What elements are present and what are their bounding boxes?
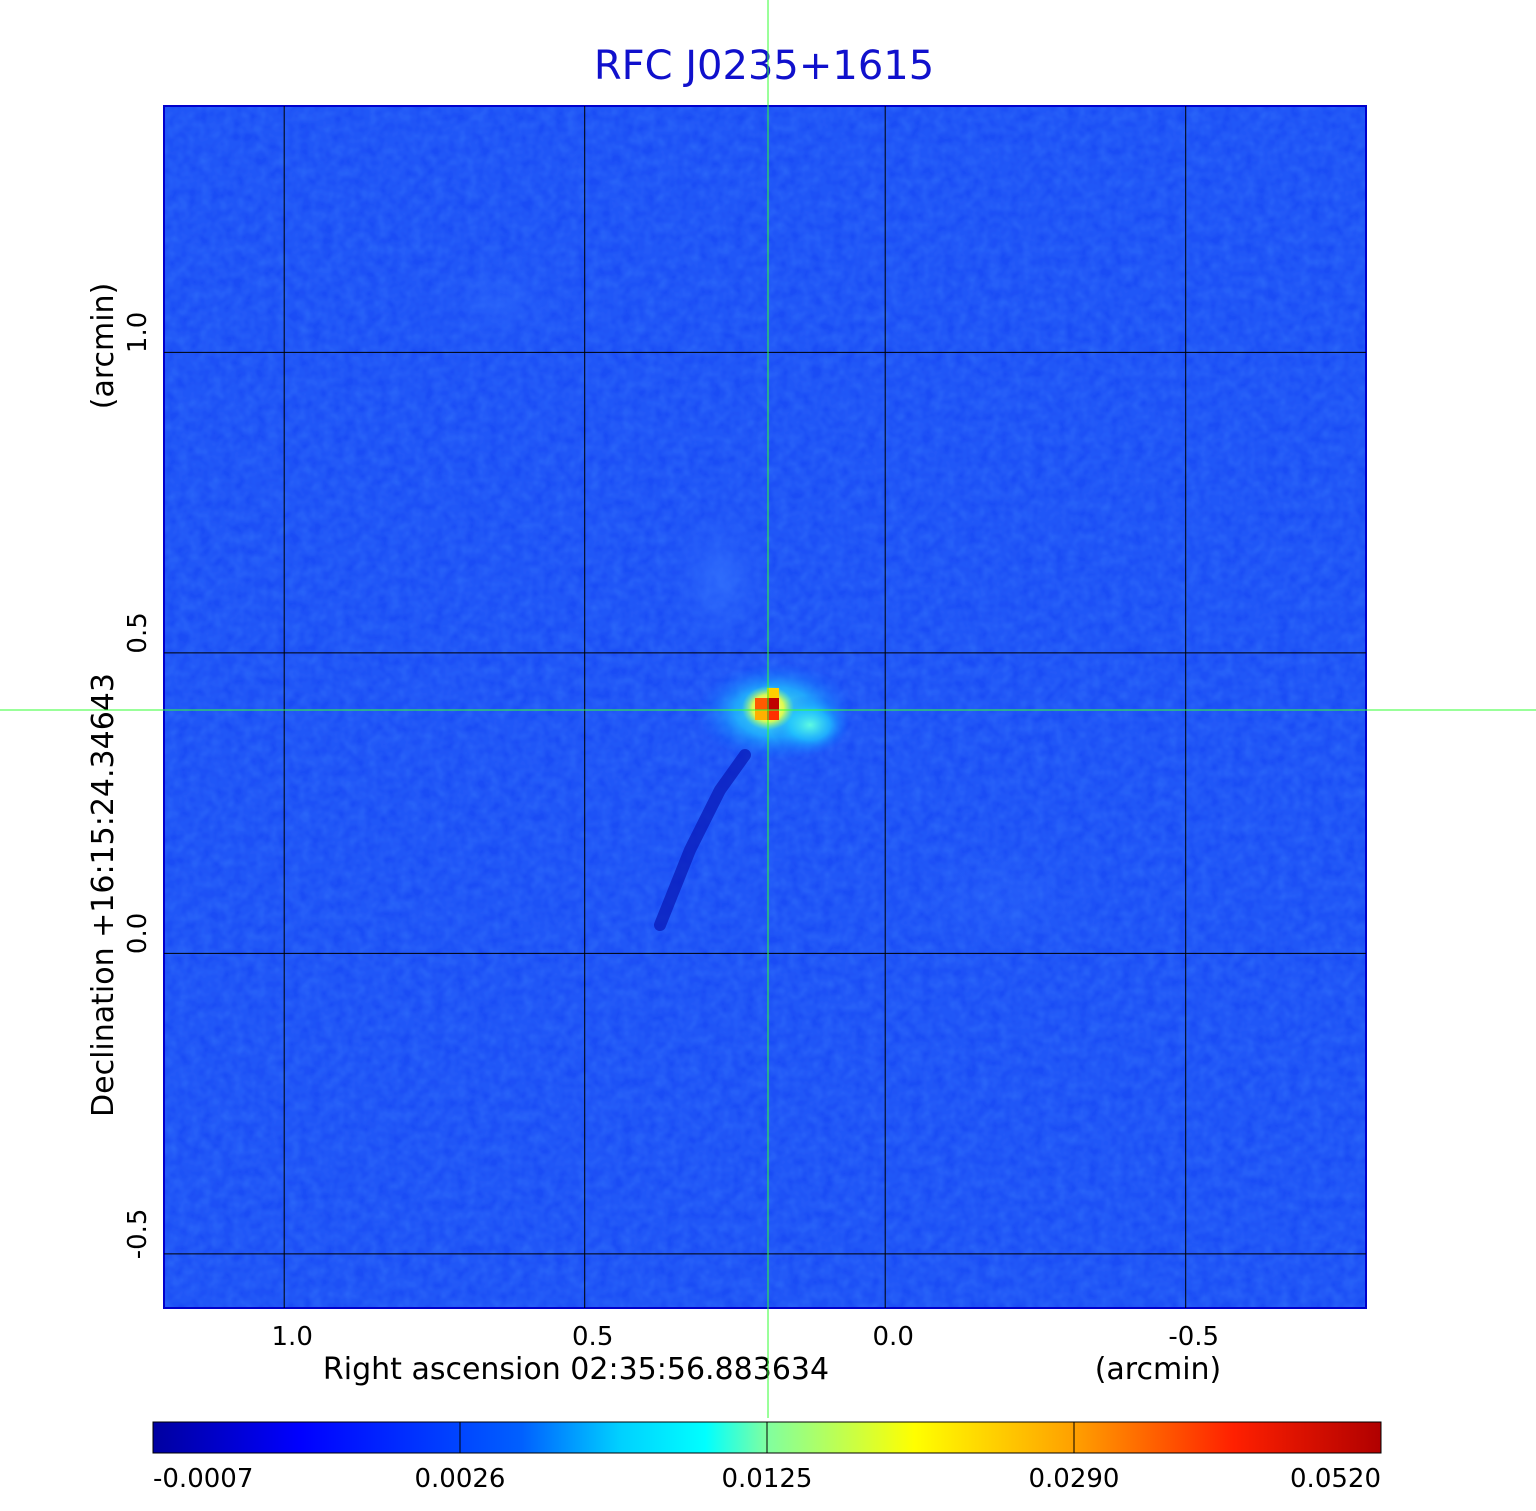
x-tick-label: 1.0 — [272, 1322, 313, 1352]
colorbar-tick-labels: -0.0007 0.0026 0.0125 0.0290 0.0520 — [152, 1422, 1382, 1494]
chart-title: RFC J0235+1615 — [593, 43, 935, 89]
y-axis-label: Declination +16:15:24.34643 — [86, 673, 121, 1117]
colorbar-tick-label: 0.0520 — [1290, 1464, 1381, 1494]
x-axis-label: Right ascension 02:35:56.883634 — [323, 1352, 829, 1387]
colorbar-tick-label: 0.0026 — [415, 1464, 506, 1494]
heatmap-image — [164, 106, 1366, 1308]
y-axis-unit: (arcmin) — [86, 283, 121, 410]
x-tick-label: 0.5 — [572, 1322, 613, 1352]
x-axis-unit: (arcmin) — [1095, 1352, 1222, 1387]
colorbar-tick-label: 0.0290 — [1029, 1464, 1120, 1494]
colorbar-tick-label: -0.0007 — [153, 1464, 253, 1494]
x-tick-label: 0.0 — [873, 1322, 914, 1352]
x-tick-labels: 1.0 0.5 0.0 -0.5 — [272, 1322, 1220, 1352]
y-tick-label: 1.0 — [123, 312, 153, 353]
y-tick-label: -0.5 — [123, 1209, 153, 1260]
x-tick-label: -0.5 — [1168, 1322, 1219, 1352]
crosshair — [0, 0, 1536, 1418]
grid — [164, 106, 1366, 1308]
y-tick-labels: 1.0 0.5 0.0 -0.5 — [123, 312, 153, 1260]
plot-frame — [163, 105, 1367, 1309]
y-tick-label: 0.0 — [123, 913, 153, 954]
colorbar-tick-label: 0.0125 — [722, 1464, 813, 1494]
y-tick-label: 0.5 — [123, 612, 153, 653]
